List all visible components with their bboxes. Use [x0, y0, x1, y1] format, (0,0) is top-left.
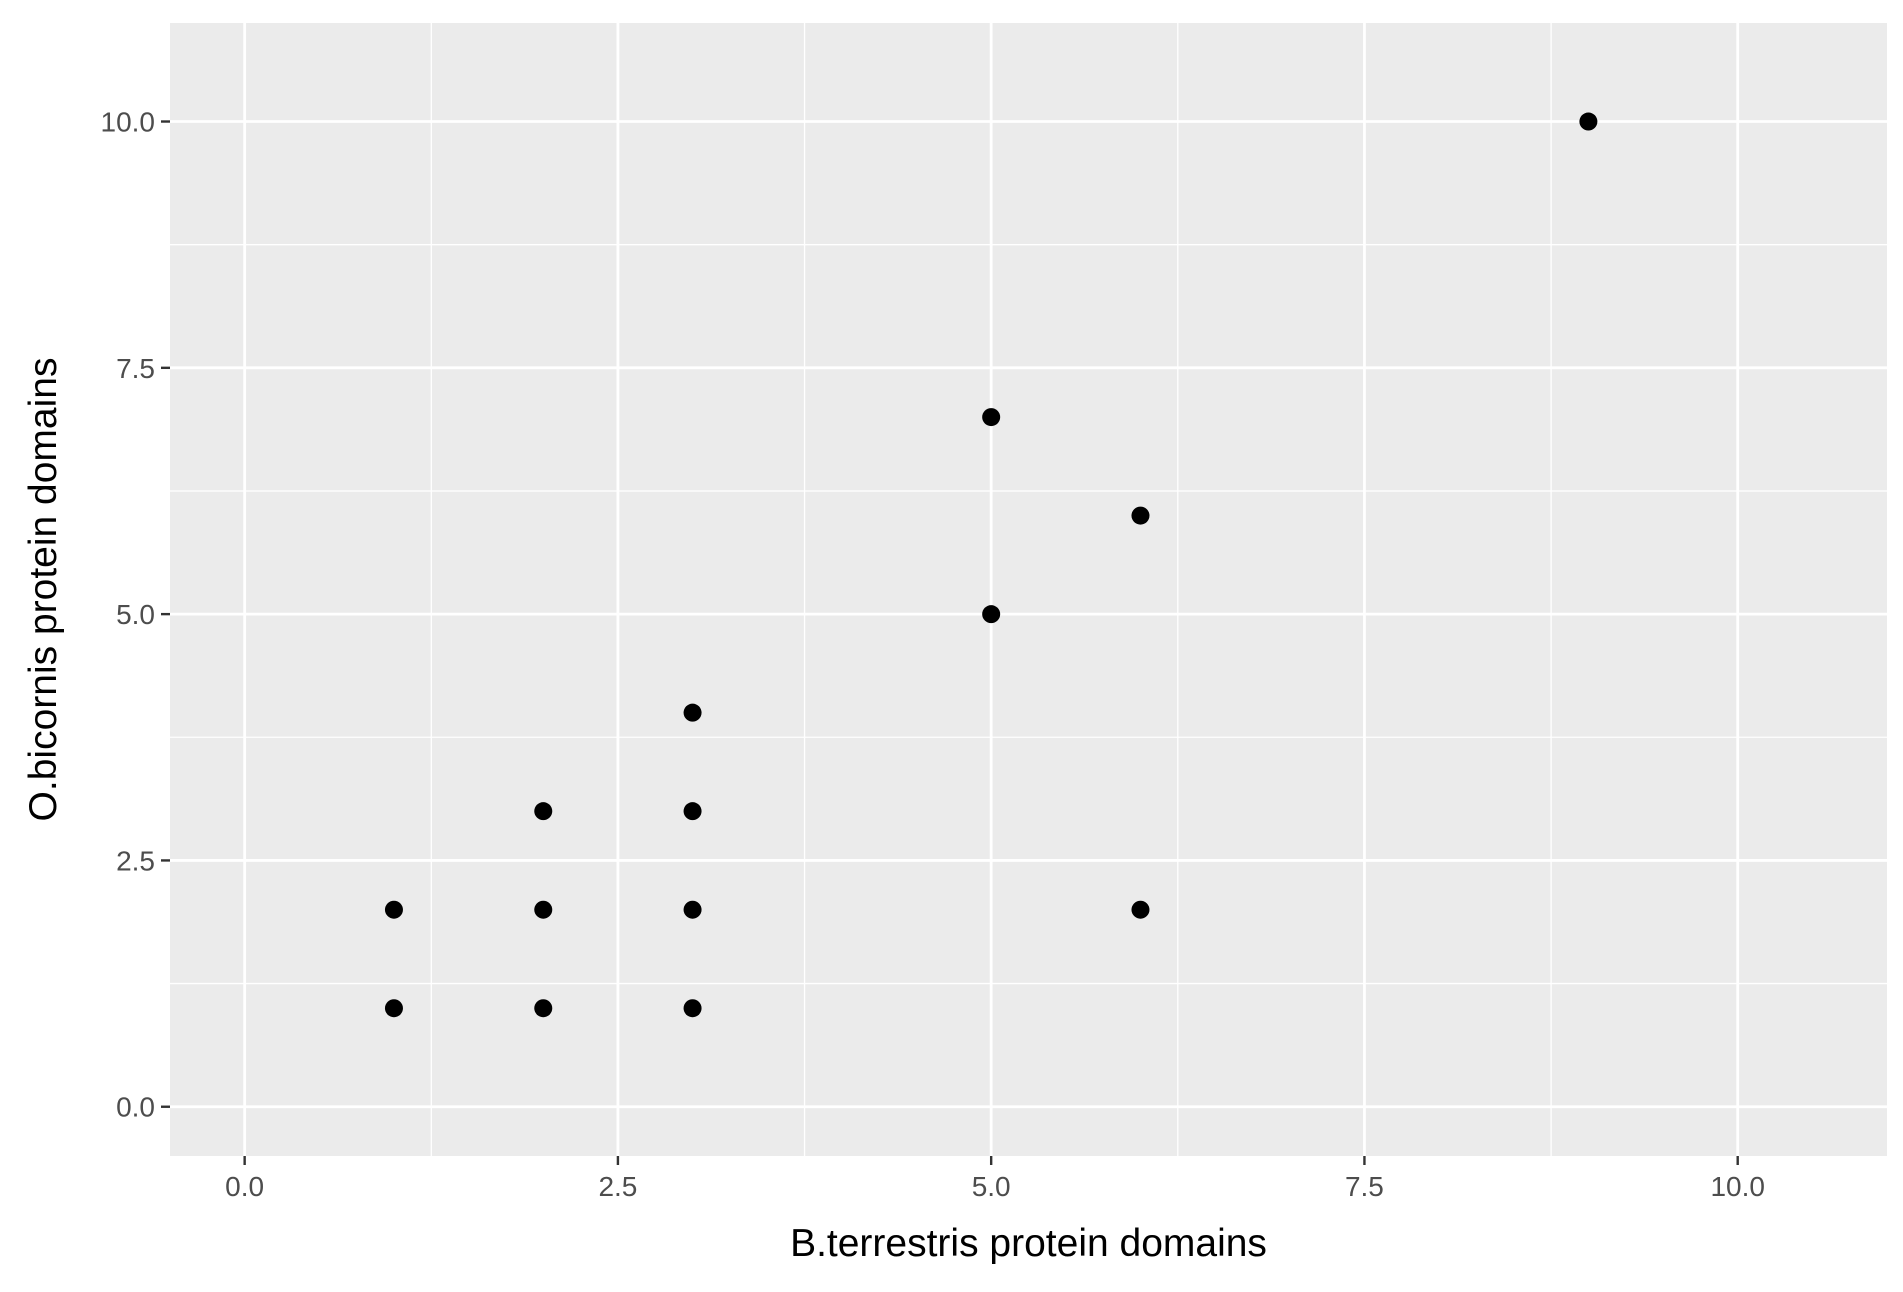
x-tick-label: 0.0: [225, 1171, 264, 1202]
x-tick-label: 5.0: [972, 1171, 1011, 1202]
major-gridlines: [170, 23, 1887, 1156]
x-tick-label: 10.0: [1710, 1171, 1765, 1202]
x-axis: 0.0 2.5 5.0 7.5 10.0: [225, 1156, 1765, 1202]
data-point: [982, 408, 1001, 427]
data-point: [683, 900, 702, 919]
data-point: [534, 999, 553, 1018]
y-tick-label: 7.5: [116, 353, 155, 384]
data-point: [683, 802, 702, 821]
data-point: [683, 703, 702, 722]
minor-gridlines: [170, 23, 1887, 1156]
data-point: [384, 900, 403, 919]
y-tick-label: 10.0: [101, 107, 156, 138]
x-tick-label: 2.5: [598, 1171, 637, 1202]
data-point: [534, 900, 553, 919]
data-point: [982, 605, 1001, 624]
data-point: [683, 999, 702, 1018]
y-tick-label: 5.0: [116, 599, 155, 630]
data-point: [534, 802, 553, 821]
x-tick-label: 7.5: [1345, 1171, 1384, 1202]
data-point: [1579, 112, 1598, 131]
data-point: [1131, 900, 1150, 919]
x-axis-title: B.terrestris protein domains: [790, 1222, 1267, 1265]
y-axis: 0.0 2.5 5.0 7.5 10.0: [101, 107, 170, 1123]
y-tick-label: 0.0: [116, 1092, 155, 1123]
plot-panel: [170, 23, 1887, 1156]
data-points: [384, 112, 1598, 1018]
y-axis-title: O.bicornis protein domains: [22, 358, 65, 822]
data-point: [384, 999, 403, 1018]
data-point: [1131, 506, 1150, 525]
y-tick-label: 2.5: [116, 845, 155, 876]
